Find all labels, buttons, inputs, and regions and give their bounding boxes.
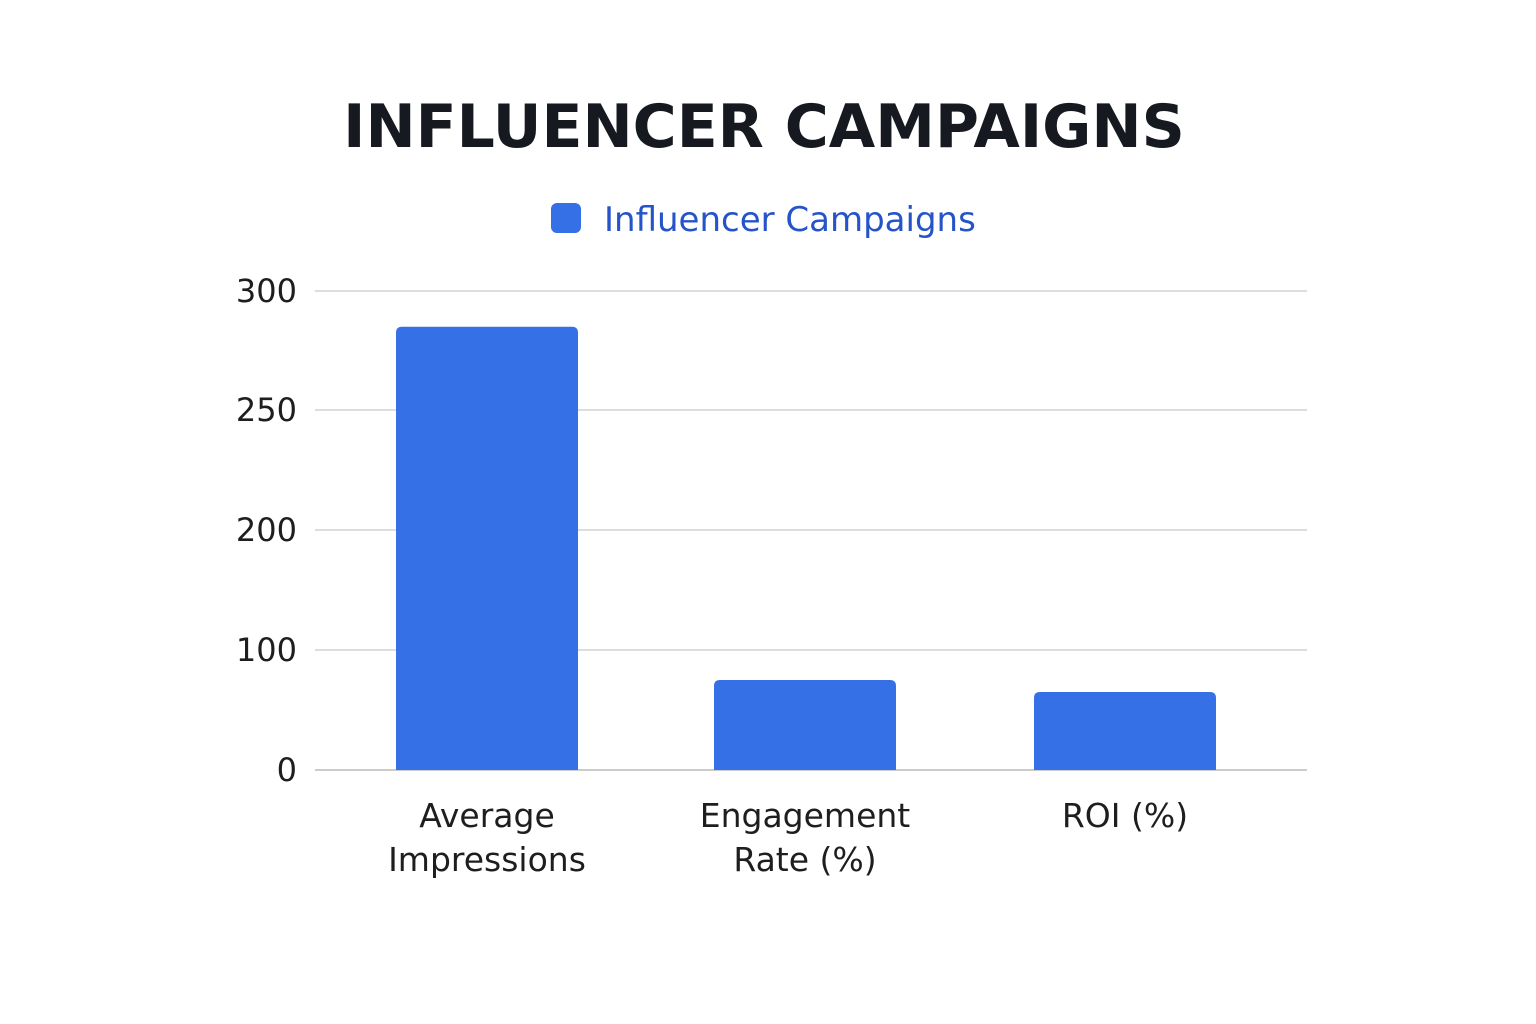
y-tick-label: 250 (236, 391, 297, 429)
legend: Influencer Campaigns (551, 200, 976, 240)
x-category-label-line: Average (419, 796, 555, 835)
bar (1034, 692, 1216, 770)
bars (396, 326, 1216, 770)
y-tick-label: 0 (277, 751, 297, 789)
x-category-label-line: Rate (%) (733, 840, 876, 879)
x-category-label-line: ROI (%) (1062, 796, 1188, 835)
x-category-label: Engagement Rate (%) (700, 796, 911, 879)
x-category-label-line: Impressions (388, 840, 586, 879)
y-tick-label: 300 (236, 272, 297, 310)
y-axis-tick-labels: 0 100 200 250 300 (236, 272, 297, 789)
legend-swatch (551, 203, 581, 233)
x-axis-category-labels: Average Impressions Engagement Rate (%) ROI … (388, 796, 1188, 879)
chart-title: INFLUENCER CAMPAIGNS (343, 92, 1185, 162)
y-tick-label: 100 (236, 631, 297, 669)
y-tick-label: 200 (236, 511, 297, 549)
bar (714, 680, 896, 770)
x-category-label: Average Impressions (388, 796, 586, 879)
bar (396, 326, 578, 770)
x-category-label: ROI (%) (1062, 796, 1188, 835)
x-category-label-line: Engagement (700, 796, 911, 835)
legend-label: Influencer Campaigns (604, 200, 976, 240)
